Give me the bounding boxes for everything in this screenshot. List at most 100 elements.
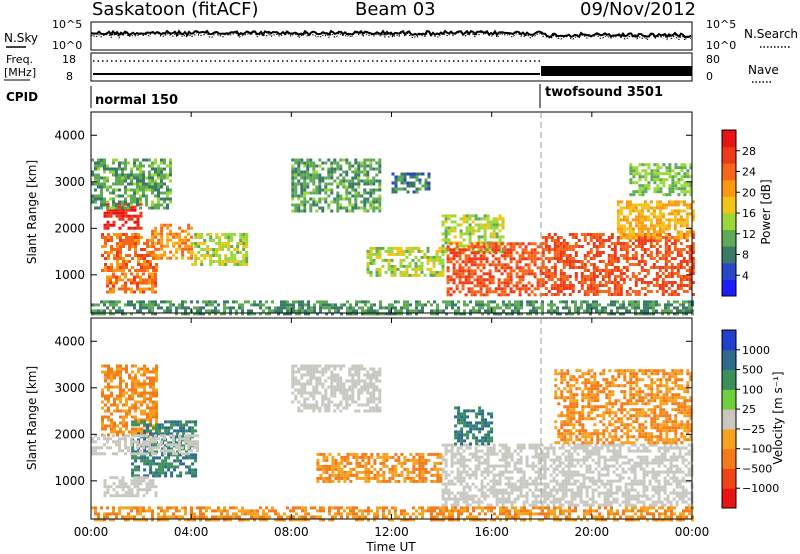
- data-cell: [327, 406, 331, 410]
- data-cell: [100, 161, 103, 165]
- data-cell: [506, 254, 510, 258]
- data-cell: [280, 306, 283, 310]
- data-cell: [486, 241, 490, 245]
- data-cell: [376, 309, 379, 313]
- data-cell: [550, 306, 553, 310]
- data-cell: [518, 269, 522, 273]
- data-cell: [357, 179, 361, 183]
- data-cell: [480, 226, 484, 230]
- data-cell: [181, 250, 185, 254]
- data-cell: [155, 257, 158, 260]
- data-cell: [149, 382, 152, 386]
- data-cell: [143, 364, 146, 368]
- data-cell: [318, 185, 322, 189]
- data-cell: [372, 203, 376, 207]
- data-cell: [339, 182, 343, 186]
- data-cell: [351, 388, 355, 392]
- data-cell: [646, 206, 650, 210]
- data-cell: [688, 269, 692, 272]
- data-cell: [455, 287, 459, 291]
- data-cell: [351, 179, 355, 183]
- data-cell: [103, 482, 107, 486]
- data-cell: [390, 246, 394, 250]
- data-cell: [574, 278, 578, 281]
- data-cell: [438, 249, 442, 253]
- data-cell: [351, 185, 355, 189]
- data-cell: [342, 197, 346, 201]
- data-cell: [616, 236, 620, 239]
- data-cell: [400, 452, 404, 456]
- data-cell: [488, 290, 492, 294]
- data-cell: [441, 482, 445, 486]
- data-cell: [233, 233, 237, 236]
- data-cell: [203, 239, 207, 242]
- data-cell: [233, 263, 237, 266]
- data-cell: [101, 394, 104, 398]
- data-cell: [107, 236, 110, 239]
- data-cell: [355, 476, 359, 480]
- data-cell: [604, 281, 608, 284]
- data-cell: [149, 471, 153, 475]
- data-cell: [300, 194, 304, 198]
- data-cell: [104, 403, 107, 407]
- data-cell: [638, 172, 642, 176]
- data-cell: [154, 167, 157, 171]
- data-cell: [497, 284, 501, 288]
- data-cell: [166, 188, 169, 192]
- data-cell: [130, 440, 133, 444]
- data-cell: [215, 242, 219, 245]
- data-cell: [649, 300, 652, 304]
- data-cell: [325, 312, 328, 316]
- data-cell: [378, 388, 382, 392]
- data-cell: [160, 247, 164, 251]
- data-cell: [116, 269, 119, 272]
- data-cell: [628, 230, 632, 234]
- data-cell: [556, 239, 560, 242]
- data-cell: [370, 455, 374, 459]
- data-cell: [521, 251, 525, 255]
- data-cell: [452, 257, 456, 261]
- data-cell: [458, 251, 462, 255]
- data-cell: [688, 248, 692, 251]
- data-cell: [469, 312, 472, 316]
- data-cell: [295, 300, 298, 304]
- data-cell: [466, 303, 469, 307]
- data-cell: [589, 281, 593, 284]
- data-cell: [345, 158, 349, 162]
- data-cell: [506, 272, 510, 276]
- data-cell: [130, 491, 134, 495]
- data-cell: [190, 434, 193, 438]
- data-cell: [336, 176, 340, 180]
- data-cell: [559, 260, 563, 263]
- data-cell: [446, 275, 450, 279]
- data-cell: [149, 385, 152, 389]
- data-cell: [673, 300, 676, 304]
- data-cell: [291, 197, 295, 201]
- data-cell: [324, 176, 328, 180]
- data-cell: [218, 263, 222, 266]
- data-cell: [106, 188, 109, 192]
- data-cell: [106, 200, 109, 204]
- data-cell: [586, 300, 589, 304]
- data-cell: [688, 251, 692, 254]
- data-cell: [491, 278, 495, 282]
- data-cell: [461, 251, 465, 255]
- data-cell: [306, 164, 310, 168]
- data-cell: [661, 293, 665, 296]
- data-cell: [136, 443, 139, 447]
- data-cell: [541, 251, 545, 254]
- data-cell: [595, 236, 599, 239]
- data-cell: [115, 208, 119, 212]
- data-cell: [205, 300, 208, 304]
- data-cell: [646, 303, 649, 307]
- data-cell: [124, 491, 128, 495]
- data-cell: [486, 250, 490, 254]
- data-cell: [149, 391, 152, 395]
- data-cell: [628, 245, 632, 248]
- data-cell: [130, 482, 134, 486]
- data-cell: [366, 264, 370, 268]
- data-cell: [100, 158, 103, 162]
- data-cell: [157, 241, 161, 245]
- data-cell: [112, 272, 115, 276]
- data-cell: [324, 197, 328, 201]
